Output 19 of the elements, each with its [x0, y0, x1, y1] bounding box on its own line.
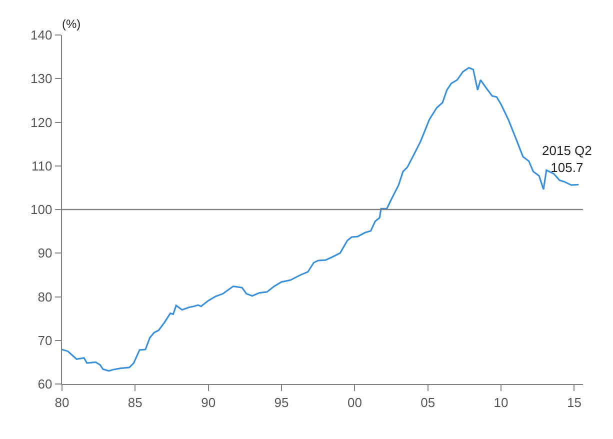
y-tick-label: 140 [30, 28, 52, 43]
x-tick-label: 90 [201, 394, 216, 410]
y-tick-label: 80 [38, 289, 52, 304]
y-tick-label: 110 [32, 158, 52, 174]
y-tick-label: 120 [30, 114, 52, 130]
y-tick-label: 70 [38, 332, 52, 348]
x-tick-label: 15 [566, 394, 582, 410]
y-tick-label: 60 [38, 376, 52, 392]
y-tick-label: 100 [30, 202, 52, 218]
y-tick-label: 90 [38, 246, 52, 261]
x-tick-label: 95 [274, 394, 289, 410]
annotation: 2015 Q2 105.7 [542, 143, 592, 175]
y-axis-title: (%) [62, 17, 81, 31]
x-tick-label: 80 [54, 394, 70, 410]
x-tick-label: 00 [347, 394, 362, 410]
x-tick-label: 85 [128, 394, 142, 410]
x-tick-label: 05 [420, 394, 436, 410]
x-tick-label: 10 [494, 394, 508, 410]
y-tick-label: 130 [30, 71, 52, 86]
